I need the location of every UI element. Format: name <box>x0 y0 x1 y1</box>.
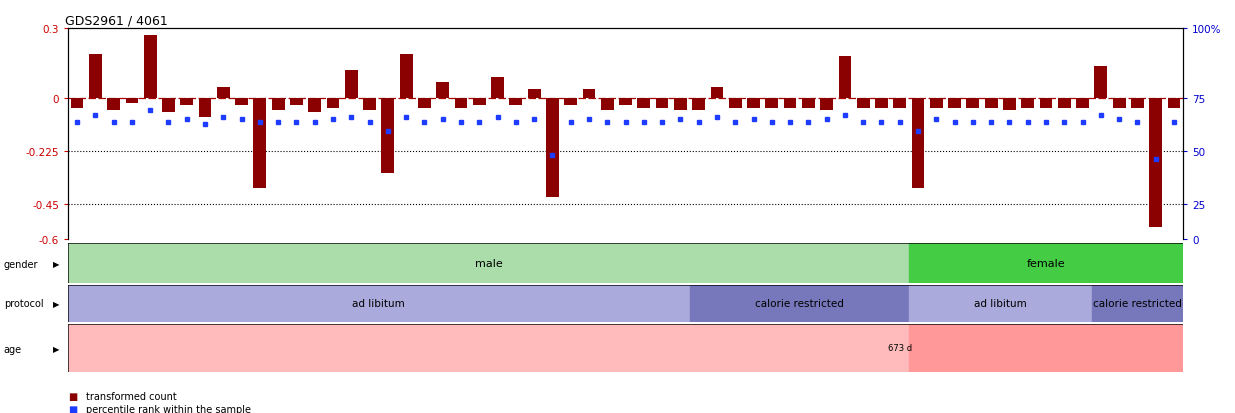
Bar <box>272 99 284 111</box>
Bar <box>527 90 541 99</box>
Bar <box>656 99 668 109</box>
Bar <box>107 99 120 111</box>
Bar <box>619 99 632 106</box>
Text: ▶: ▶ <box>53 260 59 269</box>
Bar <box>126 99 138 104</box>
Bar <box>911 99 925 188</box>
Bar <box>546 99 558 197</box>
Bar <box>909 324 1183 372</box>
Bar <box>89 55 101 99</box>
Text: ad libitum: ad libitum <box>974 299 1026 309</box>
Bar <box>235 99 248 106</box>
Bar <box>784 99 797 109</box>
Bar <box>948 99 961 109</box>
Bar <box>217 88 230 99</box>
Bar <box>893 99 906 109</box>
Bar <box>820 99 834 111</box>
Text: 673 d: 673 d <box>888 344 911 352</box>
Text: female: female <box>1026 258 1066 268</box>
Bar <box>689 285 909 322</box>
Bar <box>1094 66 1108 99</box>
Bar <box>839 57 851 99</box>
Bar <box>857 99 869 109</box>
Text: protocol: protocol <box>4 299 43 309</box>
Bar <box>766 99 778 109</box>
Text: ■: ■ <box>68 404 77 413</box>
Text: male: male <box>474 258 503 268</box>
Bar <box>674 99 687 111</box>
Bar <box>693 99 705 111</box>
Bar <box>363 99 375 111</box>
Text: calorie restricted: calorie restricted <box>755 299 844 309</box>
Bar <box>417 99 431 109</box>
Bar <box>967 99 979 109</box>
Text: gender: gender <box>4 259 38 269</box>
Bar <box>68 285 689 322</box>
Text: ▶: ▶ <box>53 344 59 354</box>
Bar <box>583 90 595 99</box>
Bar <box>143 36 157 99</box>
Bar <box>326 99 340 109</box>
Bar <box>1003 99 1016 111</box>
Bar <box>729 99 742 109</box>
Bar <box>1092 285 1183 322</box>
Bar <box>473 99 485 106</box>
Bar <box>984 99 998 109</box>
Bar <box>454 99 467 109</box>
Bar <box>601 99 614 111</box>
Text: ad libitum: ad libitum <box>352 299 405 309</box>
Bar <box>1113 99 1125 109</box>
Bar <box>909 285 1092 322</box>
Bar <box>747 99 760 109</box>
Bar <box>876 99 888 109</box>
Bar <box>930 99 942 109</box>
Bar <box>509 99 522 106</box>
Text: ■: ■ <box>68 392 77 401</box>
Text: GDS2961 / 4061: GDS2961 / 4061 <box>64 15 167 28</box>
Bar <box>1167 99 1181 109</box>
Bar <box>1058 99 1071 109</box>
Bar <box>637 99 650 109</box>
Bar <box>70 99 84 109</box>
Bar <box>909 244 1183 283</box>
Bar <box>1131 99 1144 109</box>
Text: ▶: ▶ <box>53 299 59 308</box>
Bar <box>68 324 909 372</box>
Bar <box>1076 99 1089 109</box>
Bar <box>382 99 394 174</box>
Bar <box>564 99 577 106</box>
Bar <box>436 83 450 99</box>
Text: calorie restricted: calorie restricted <box>1093 299 1182 309</box>
Text: age: age <box>4 344 22 354</box>
Bar <box>400 55 412 99</box>
Bar <box>180 99 193 106</box>
Bar <box>1040 99 1052 109</box>
Bar <box>253 99 267 188</box>
Bar <box>1021 99 1034 109</box>
Bar <box>710 88 724 99</box>
Bar <box>309 99 321 113</box>
Bar <box>199 99 211 118</box>
Bar <box>492 78 504 99</box>
Bar <box>802 99 815 109</box>
Bar <box>1150 99 1162 228</box>
Bar <box>345 71 358 99</box>
Bar <box>290 99 303 106</box>
Text: transformed count: transformed count <box>86 392 177 401</box>
Text: percentile rank within the sample: percentile rank within the sample <box>86 404 252 413</box>
Bar <box>68 244 909 283</box>
Bar <box>162 99 175 113</box>
